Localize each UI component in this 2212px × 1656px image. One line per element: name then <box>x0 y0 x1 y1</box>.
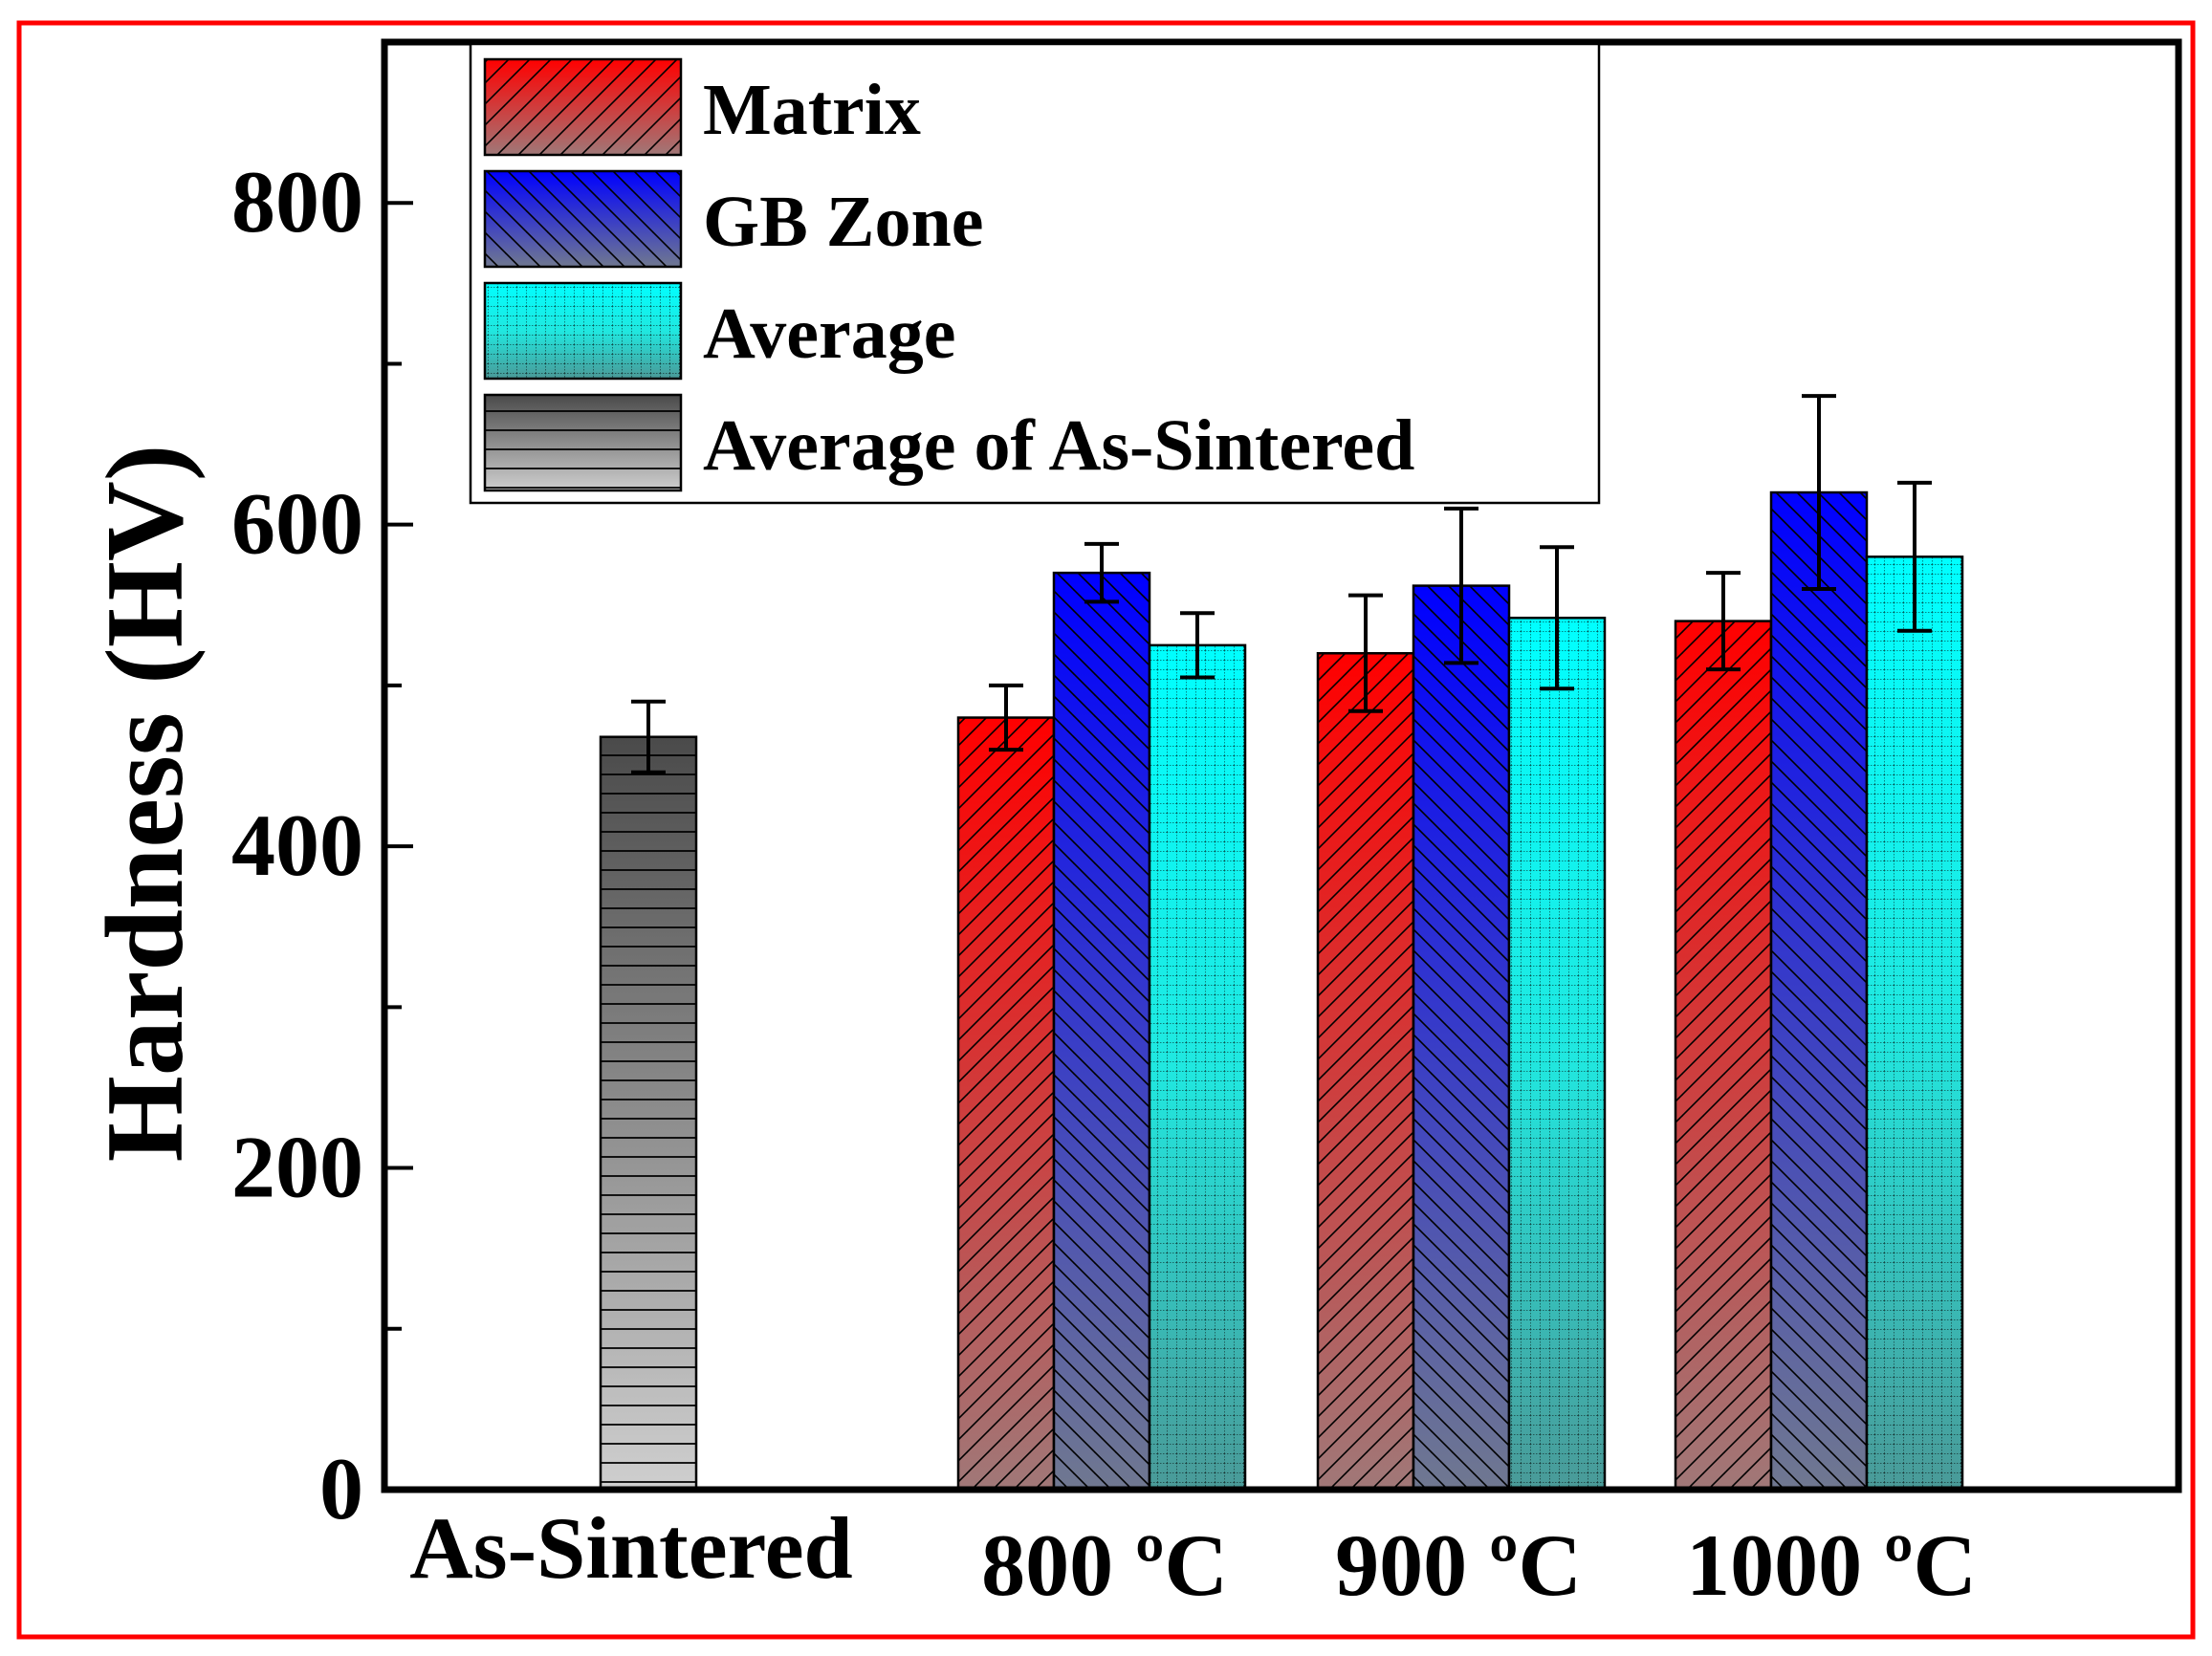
x-tick-label-1: 800 ºC <box>981 1516 1228 1614</box>
x-axis: As-Sintered 800 ºC 900 ºC 1000 ºC <box>409 1499 1977 1614</box>
y-tick-label-0: 0 <box>319 1440 363 1537</box>
bar-pattern-matrix-1000-c <box>1674 620 1773 1492</box>
x-tick-label-3: 1000 ºC <box>1686 1516 1977 1614</box>
bar-pattern-avg-900-c <box>1507 616 1607 1492</box>
error-bars-layer <box>631 394 1932 774</box>
bar-pattern-gb-900-c <box>1412 584 1511 1492</box>
y-axis: 0 200 400 600 800 <box>231 40 413 1537</box>
legend-label-avg: Average <box>703 294 955 374</box>
bars-layer <box>599 490 1964 1492</box>
legend-swatch-pattern-gb <box>483 169 683 269</box>
y-axis-title: Hardness (HV) <box>84 445 207 1163</box>
y-tick-label-200: 200 <box>231 1119 363 1216</box>
bar-pattern-matrix-900-c <box>1316 651 1415 1492</box>
x-tick-label-2: 900 ºC <box>1335 1516 1582 1614</box>
y-tick-label-600: 600 <box>231 475 363 573</box>
legend-swatch-pattern-matrix <box>483 57 683 157</box>
outer-frame <box>16 20 2196 1640</box>
legend-label-matrix: Matrix <box>703 70 921 150</box>
bar-pattern-avg-1000-c <box>1865 556 1964 1492</box>
y-tick-label-400: 400 <box>231 796 363 894</box>
legend-label-asint: Average of As-Sintered <box>703 405 1414 486</box>
y-tick-label-800: 800 <box>231 153 363 251</box>
bar-pattern-gb-1000-c <box>1769 490 1869 1492</box>
x-tick-label-0: As-Sintered <box>409 1499 852 1597</box>
legend-label-gb: GB Zone <box>703 182 984 262</box>
legend-swatch-pattern-asint <box>483 393 683 492</box>
bar-pattern-avg-800-c <box>1148 643 1247 1492</box>
legend-swatch-pattern-avg <box>483 281 683 381</box>
plot-area-frame <box>381 38 2182 1493</box>
legend: Matrix GB Zone Average Average of As-Sinter… <box>469 42 1601 505</box>
bar-pattern-asint-as-sintered <box>599 735 698 1492</box>
bar-pattern-gb-800-c <box>1052 571 1151 1492</box>
bar-pattern-matrix-800-c <box>956 716 1056 1492</box>
